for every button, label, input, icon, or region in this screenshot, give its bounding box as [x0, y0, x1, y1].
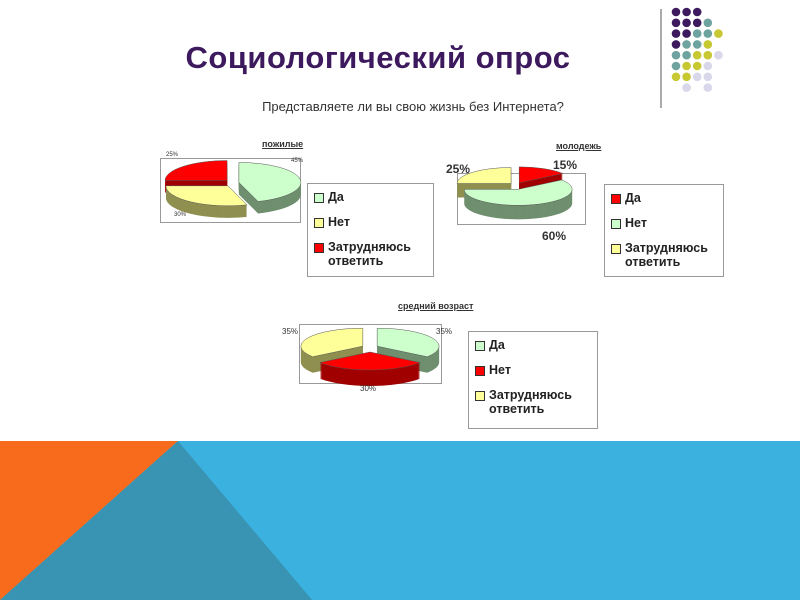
data-label: 30% — [360, 384, 376, 393]
legend: Да Нет Затрудняюсь ответить — [604, 184, 724, 277]
dot — [671, 72, 681, 82]
dot — [703, 40, 713, 49]
chart-title: средний возраст — [398, 301, 474, 311]
dot — [682, 83, 691, 92]
legend-swatch — [611, 244, 621, 254]
pie-slice — [456, 167, 512, 184]
dot — [692, 40, 702, 49]
dot — [682, 50, 691, 60]
legend-swatch — [611, 194, 621, 204]
dot — [703, 83, 713, 92]
dot — [703, 50, 713, 60]
legend-label: Да — [625, 191, 641, 205]
pie-slice — [518, 166, 564, 184]
legend-item: Затрудняюсь ответить — [314, 240, 429, 268]
dot — [692, 18, 702, 28]
slide-subtitle: Представляете ли вы свою жизнь без Интер… — [262, 99, 564, 114]
pie-slice — [164, 160, 228, 181]
dot — [714, 50, 723, 60]
legend-swatch — [611, 219, 621, 229]
dot — [682, 7, 691, 17]
legend-label: Нет — [625, 216, 647, 230]
dot — [671, 18, 681, 28]
pie-chart: 45% 30% 25% — [164, 152, 304, 218]
dot — [671, 61, 681, 71]
legend-swatch — [314, 193, 324, 203]
legend-swatch — [314, 243, 324, 253]
slide-title: Социологический опрос — [185, 40, 571, 75]
data-label: 35% — [436, 327, 452, 336]
dot — [671, 40, 681, 49]
chart-title: молодежь — [556, 141, 602, 151]
legend-swatch — [314, 218, 324, 228]
legend-item: Затрудняюсь ответить — [611, 241, 719, 269]
data-label: 25% — [166, 152, 179, 158]
data-label: 15% — [553, 158, 577, 172]
dot — [692, 7, 702, 17]
legend-item: Нет — [314, 215, 429, 229]
dot — [682, 40, 691, 49]
legend-item: Да — [475, 338, 593, 352]
dot — [682, 29, 691, 38]
dot — [692, 72, 702, 82]
data-label: 30% — [174, 212, 187, 218]
dot — [671, 7, 681, 17]
data-label: 45% — [291, 158, 304, 164]
legend-item: Да — [314, 190, 429, 204]
pie-chart: 15% 60% 25% — [446, 158, 577, 243]
legend-swatch — [475, 391, 485, 401]
pie-slice — [300, 327, 364, 358]
dot — [671, 50, 681, 60]
legend-label: Затрудняюсь ответить — [328, 240, 411, 268]
legend-label: Затрудняюсь ответить — [489, 388, 572, 416]
pie-slice — [376, 327, 440, 358]
teal-triangle — [0, 441, 312, 600]
pie-slice — [318, 351, 422, 371]
dot — [682, 72, 691, 82]
dot — [703, 72, 713, 82]
decorative-dots — [671, 7, 723, 92]
dot — [671, 29, 681, 38]
legend: Да Нет Затрудняюсь ответить — [468, 331, 598, 429]
legend-swatch — [475, 341, 485, 351]
dot — [714, 29, 723, 38]
data-label: 35% — [282, 327, 298, 336]
legend-label: Да — [489, 338, 505, 352]
dot — [692, 50, 702, 60]
pie-chart: 35% 30% 35% — [282, 327, 452, 393]
dot — [682, 61, 691, 71]
dot — [703, 29, 713, 38]
legend-item: Затрудняюсь ответить — [475, 388, 593, 416]
dot — [682, 18, 691, 28]
pie-slice — [238, 162, 302, 202]
dot — [703, 18, 713, 28]
legend-label: Затрудняюсь ответить — [625, 241, 708, 269]
dot — [703, 61, 713, 71]
legend-item: Да — [611, 191, 719, 205]
dot — [692, 29, 702, 38]
legend-label: Да — [328, 190, 344, 204]
dot — [692, 61, 702, 71]
legend: Да Нет Затрудняюсь ответить — [307, 183, 434, 277]
legend-swatch — [475, 366, 485, 376]
data-label: 25% — [446, 162, 470, 176]
pie-slice — [165, 185, 248, 207]
legend-item: Нет — [611, 216, 719, 230]
chart-title: пожилые — [262, 139, 304, 149]
pie-slice — [463, 179, 573, 206]
legend-label: Нет — [489, 363, 511, 377]
data-label: 60% — [542, 229, 566, 243]
legend-label: Нет — [328, 215, 350, 229]
legend-item: Нет — [475, 363, 593, 377]
